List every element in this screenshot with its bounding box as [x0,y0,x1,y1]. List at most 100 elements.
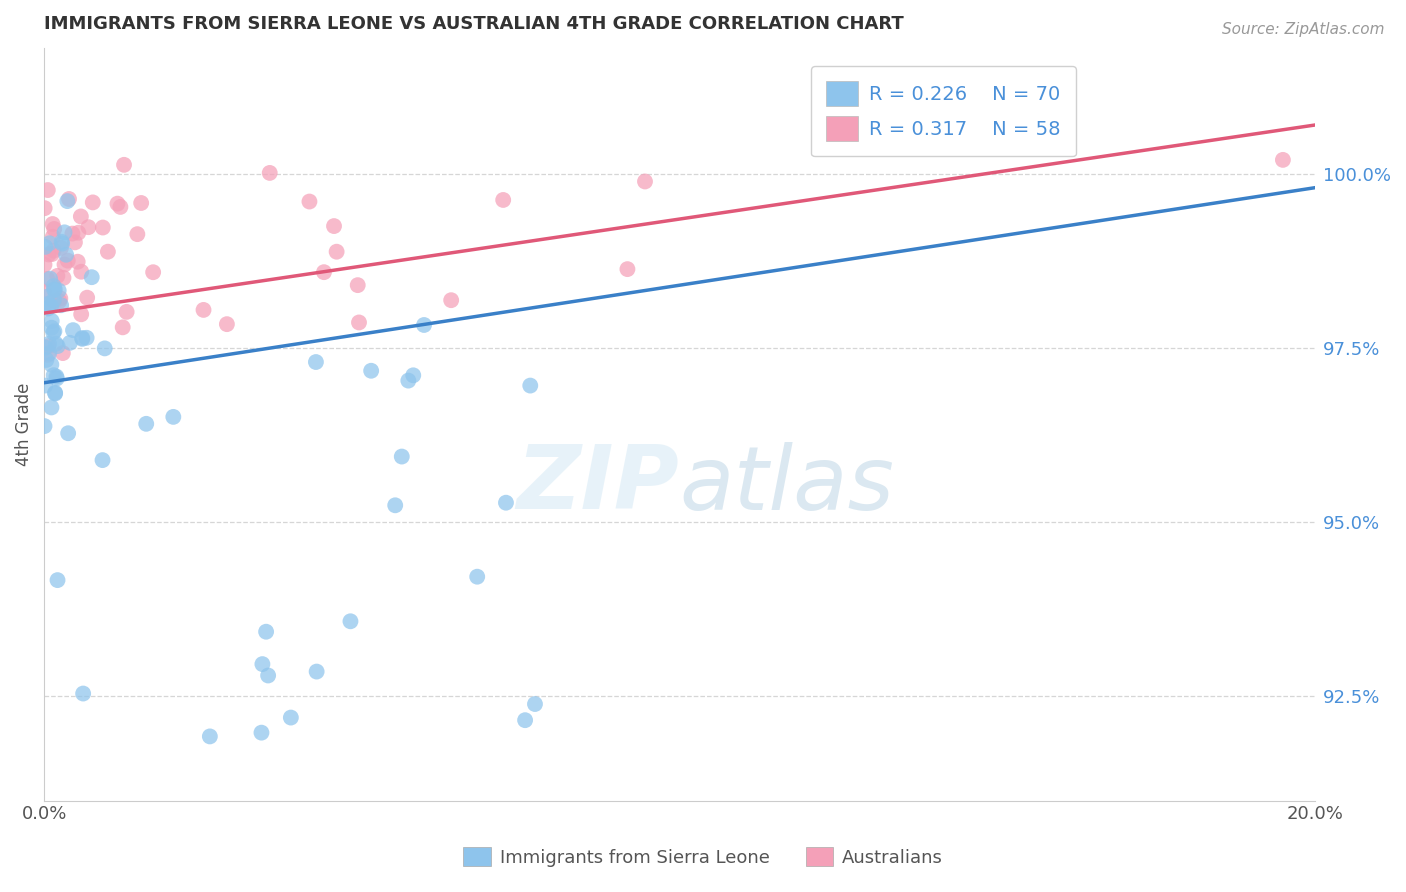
Point [49,298,72,312]
Point [52,271,75,285]
Point [77,220,100,235]
Point [58,192,80,206]
Point [60,227,83,241]
Point [44,222,66,236]
Legend: R = 0.226    N = 70, R = 0.317    N = 58: R = 0.226 N = 70, R = 0.317 N = 58 [811,66,1076,156]
Point [312,265,335,279]
Point [67,226,90,240]
Point [62,323,84,337]
Point [347,315,370,329]
Point [305,355,328,369]
Point [41,401,63,415]
Point [37,348,59,362]
Point [298,194,321,209]
Point [41,247,63,261]
Point [42,368,65,383]
Point [37,301,59,316]
Point [70,307,93,321]
Point [325,244,347,259]
Point [44,324,66,338]
Point [346,278,368,293]
Point [56,194,79,208]
Point [72,687,94,701]
Point [41,320,63,334]
Point [634,174,657,188]
Point [360,364,382,378]
Point [259,166,281,180]
Legend: Immigrants from Sierra Leone, Australians: Immigrants from Sierra Leone, Australian… [456,840,950,874]
Point [44,294,66,309]
Point [44,386,66,401]
Point [49,291,72,305]
Point [38,247,60,261]
Point [112,158,135,172]
Point [49,241,72,255]
Point [215,317,238,331]
Point [48,284,70,298]
Point [42,229,65,244]
Point [616,262,638,277]
Point [55,248,77,262]
Point [280,710,302,724]
Point [38,336,60,351]
Point [56,426,79,441]
Point [34,258,56,272]
Point [37,297,59,311]
Point [41,314,63,328]
Point [48,294,70,309]
Point [34,341,56,355]
Point [305,665,328,679]
Point [35,353,58,368]
Point [91,453,114,467]
Point [384,498,406,512]
Point [39,271,62,285]
Point [135,417,157,431]
Point [513,713,536,727]
Point [52,346,75,360]
Point [46,339,69,353]
Text: ZIP: ZIP [516,442,679,528]
Text: Source: ZipAtlas.com: Source: ZipAtlas.com [1222,22,1385,37]
Point [70,265,93,279]
Point [72,332,94,346]
Point [42,326,65,340]
Point [162,409,184,424]
Point [93,342,115,356]
Point [396,374,419,388]
Point [39,299,62,313]
Point [70,210,93,224]
Point [76,331,98,345]
Point [519,378,541,392]
Point [37,339,59,353]
Point [82,195,104,210]
Point [495,496,517,510]
Point [257,668,280,682]
Point [129,196,152,211]
Point [51,236,73,251]
Point [110,200,132,214]
Point [46,268,69,283]
Point [41,358,63,372]
Point [53,258,76,272]
Point [34,240,56,254]
Point [111,320,134,334]
Point [142,265,165,279]
Point [42,244,65,258]
Point [38,346,60,360]
Point [465,570,488,584]
Point [42,279,65,293]
Point [42,283,65,297]
Point [45,369,67,384]
Point [37,289,59,303]
Point [391,450,413,464]
Point [46,573,69,587]
Point [107,196,129,211]
Point [323,219,346,233]
Point [44,385,66,400]
Point [254,624,277,639]
Point [34,419,56,434]
Point [127,227,149,242]
Point [492,193,515,207]
Point [76,291,98,305]
Point [115,305,138,319]
